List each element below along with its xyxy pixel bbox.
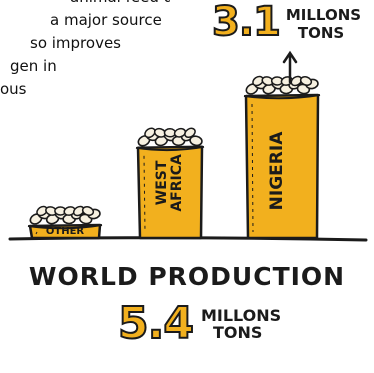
nigeria-total-annotation: 3.1 MILLONS TONS [211,0,361,45]
nigeria-total-unit: MILLONS TONS [286,2,361,42]
bar-rim [27,224,103,230]
text-line: gen in [10,57,57,75]
text-line: so improves [30,34,121,52]
world-production-title: WORLD PRODUCTION [28,262,346,291]
bar-rect [244,93,320,240]
bar-label: WESTAFRICA [154,154,185,212]
world-total-value: 5.4 [117,298,195,349]
nigeria-unit-line1: MILLONS [285,6,362,24]
bar-nigeria: NIGERIA [243,75,321,240]
bar-rim [135,145,205,152]
text-line: ous [0,80,27,98]
bar-other: OTHER [27,205,103,240]
text-line: a major source [50,11,162,29]
world-total-annotation: 5.4 MILLONS TONS [117,298,281,349]
nigeria-unit-line2: TONS [297,24,345,42]
article-text-fragment: animal feed during a major source so imp… [0,0,170,130]
world-total-unit: MILLONS TONS [201,307,281,341]
nigeria-total-value: 3.1 [211,0,282,45]
world-unit-line1: MILLONS [200,306,282,325]
bar-rect [136,145,204,240]
peanut-pile-icon [137,127,203,147]
world-unit-line2: TONS [212,323,263,342]
bar-rim [243,94,321,100]
bar-label: NIGERIA [267,131,287,211]
bar-west-africa: WESTAFRICA [135,127,205,240]
peanut-pile-icon [245,75,319,95]
bar-dash [35,231,38,235]
bar-dash [251,103,254,233]
bar-label: OTHER [46,226,85,237]
text-line: animal feed during [70,0,170,9]
peanut-pile-icon [29,205,101,225]
up-arrow-icon [282,50,298,84]
bar-dash [143,155,146,233]
